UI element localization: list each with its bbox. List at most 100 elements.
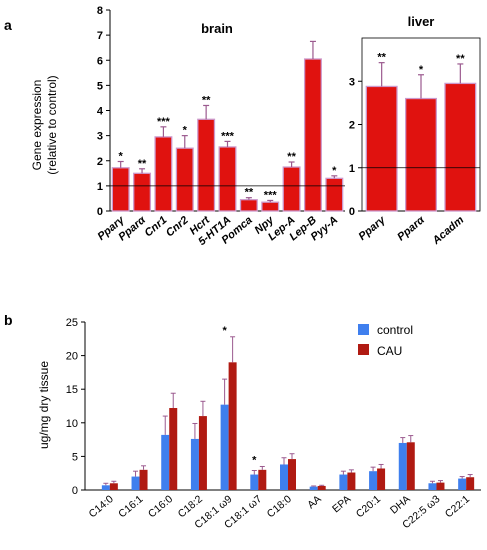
brain-significance: **	[138, 158, 147, 170]
fatty-bar-control	[250, 474, 259, 490]
fatty-category-label: C20:1	[354, 493, 383, 520]
brain-bar	[325, 177, 344, 212]
brain-ytick-label: 6	[97, 55, 103, 67]
panel-a-ylabel-line2: (relative to control)	[45, 75, 59, 174]
fatty-bar-cau	[466, 477, 475, 490]
fatty-category-label: EPA	[330, 493, 353, 515]
fatty-ytick-label: 5	[72, 451, 78, 463]
fatty-category-label: C16:0	[146, 493, 175, 520]
panel-b-ylabel: ug/mg dry tissue	[37, 361, 51, 449]
brain-bar	[154, 136, 173, 212]
fatty-bar-cau	[347, 472, 356, 490]
liver-category-label: Acadm	[430, 214, 467, 248]
brain-significance: **	[287, 151, 296, 163]
brain-bar	[175, 147, 194, 212]
fatty-bar-control	[220, 404, 229, 490]
fatty-bar-cau	[377, 468, 386, 490]
brain-bar	[239, 199, 258, 212]
fatty-category-label: C22:1	[443, 493, 472, 520]
fatty-bar-cau	[228, 362, 237, 490]
fatty-category-label: C14:0	[87, 493, 116, 520]
liver-ytick-label: 1	[349, 163, 355, 175]
liver-ytick-label: 3	[349, 76, 355, 88]
brain-significance: *	[119, 151, 124, 163]
liver-ytick-label: 0	[349, 206, 355, 218]
brain-significance: **	[245, 187, 254, 199]
fatty-bar-control	[280, 464, 288, 490]
fatty-bar-control	[428, 483, 437, 490]
brain-bar	[197, 118, 216, 212]
brain-bar	[303, 58, 322, 212]
fatty-bar-control	[101, 485, 110, 490]
brain-ytick-label: 7	[97, 30, 103, 42]
fatty-bar-cau	[198, 416, 207, 490]
fatty-category-label: AA	[305, 493, 323, 511]
brain-significance: **	[202, 94, 211, 106]
brain-significance: ***	[264, 189, 278, 201]
fatty-bar-cau	[317, 485, 326, 490]
liver-significance: **	[377, 52, 386, 64]
fatty-bar-cau	[436, 482, 445, 490]
fatty-ytick-label: 25	[66, 317, 78, 329]
fatty-bar-control	[161, 434, 170, 490]
fatty-bar-cau	[169, 408, 178, 490]
brain-bar	[282, 166, 301, 212]
fatty-ytick-label: 0	[72, 485, 78, 497]
fatty-significance: *	[222, 325, 227, 337]
liver-chart: liver 0 1 2 3 ** Pparγ * Pparα ** Acadm	[349, 14, 481, 248]
liver-ytick-label: 2	[349, 120, 355, 132]
brain-bar	[133, 172, 152, 212]
fatty-ytick-label: 10	[66, 418, 78, 430]
fatty-bar-control	[309, 486, 318, 490]
brain-significance: ***	[157, 116, 171, 128]
fatty-bar-cau	[258, 469, 267, 490]
panel-b-label: b	[4, 312, 13, 328]
legend-control-label: control	[377, 323, 413, 337]
liver-significance: **	[456, 53, 465, 65]
liver-category-label: Pparγ	[356, 214, 388, 243]
brain-ytick-label: 3	[97, 131, 103, 143]
fatty-ytick-label: 20	[66, 351, 78, 363]
panel-a-ylabel: Gene expression (relative to control)	[30, 75, 59, 174]
fatty-ytick-label: 15	[66, 384, 78, 396]
brain-significance: *	[332, 165, 337, 177]
brain-chart-title: brain	[201, 21, 233, 36]
fatty-bar-control	[339, 474, 348, 490]
liver-bar	[365, 85, 398, 212]
fatty-bar-cau	[139, 469, 148, 490]
brain-category-label: Cnr2	[164, 214, 191, 239]
brain-ytick-label: 0	[97, 206, 103, 218]
liver-bar	[405, 97, 437, 212]
liver-significance: *	[419, 64, 424, 76]
brain-significance: *	[183, 125, 188, 137]
fatty-bar-control	[131, 476, 140, 490]
fatty-significance: *	[252, 454, 257, 466]
fatty-bar-control	[458, 478, 467, 490]
fatty-bar-control	[369, 471, 378, 490]
liver-category-label: Pparα	[395, 213, 428, 243]
liver-bar	[444, 82, 477, 212]
fatty-category-label: C18:0	[265, 493, 294, 520]
brain-ytick-label: 2	[97, 156, 103, 168]
panel-a-label: a	[4, 17, 12, 33]
fatty-category-label: DHA	[388, 493, 413, 516]
fatty-bar-cau	[109, 483, 118, 490]
fatty-bar-control	[190, 438, 199, 490]
brain-ytick-label: 5	[97, 80, 103, 92]
fatty-bar-cau	[288, 459, 296, 490]
brain-bar	[261, 201, 280, 212]
brain-bar	[111, 167, 130, 212]
liver-chart-title: liver	[408, 14, 435, 29]
brain-significance: ***	[221, 130, 235, 142]
brain-chart: brain 012345678*Pparγ**Pparα***Cnr1*Cnr2…	[95, 5, 345, 248]
brain-category-label: Cnr1	[142, 214, 169, 239]
legend-cau-label: CAU	[377, 344, 402, 358]
legend: control CAU	[358, 323, 413, 358]
brain-ytick-label: 4	[97, 106, 104, 118]
fatty-category-label: C16:1	[116, 493, 145, 520]
legend-cau-swatch	[358, 344, 369, 355]
fatty-bar-cau	[406, 442, 415, 490]
legend-control-swatch	[358, 324, 369, 335]
